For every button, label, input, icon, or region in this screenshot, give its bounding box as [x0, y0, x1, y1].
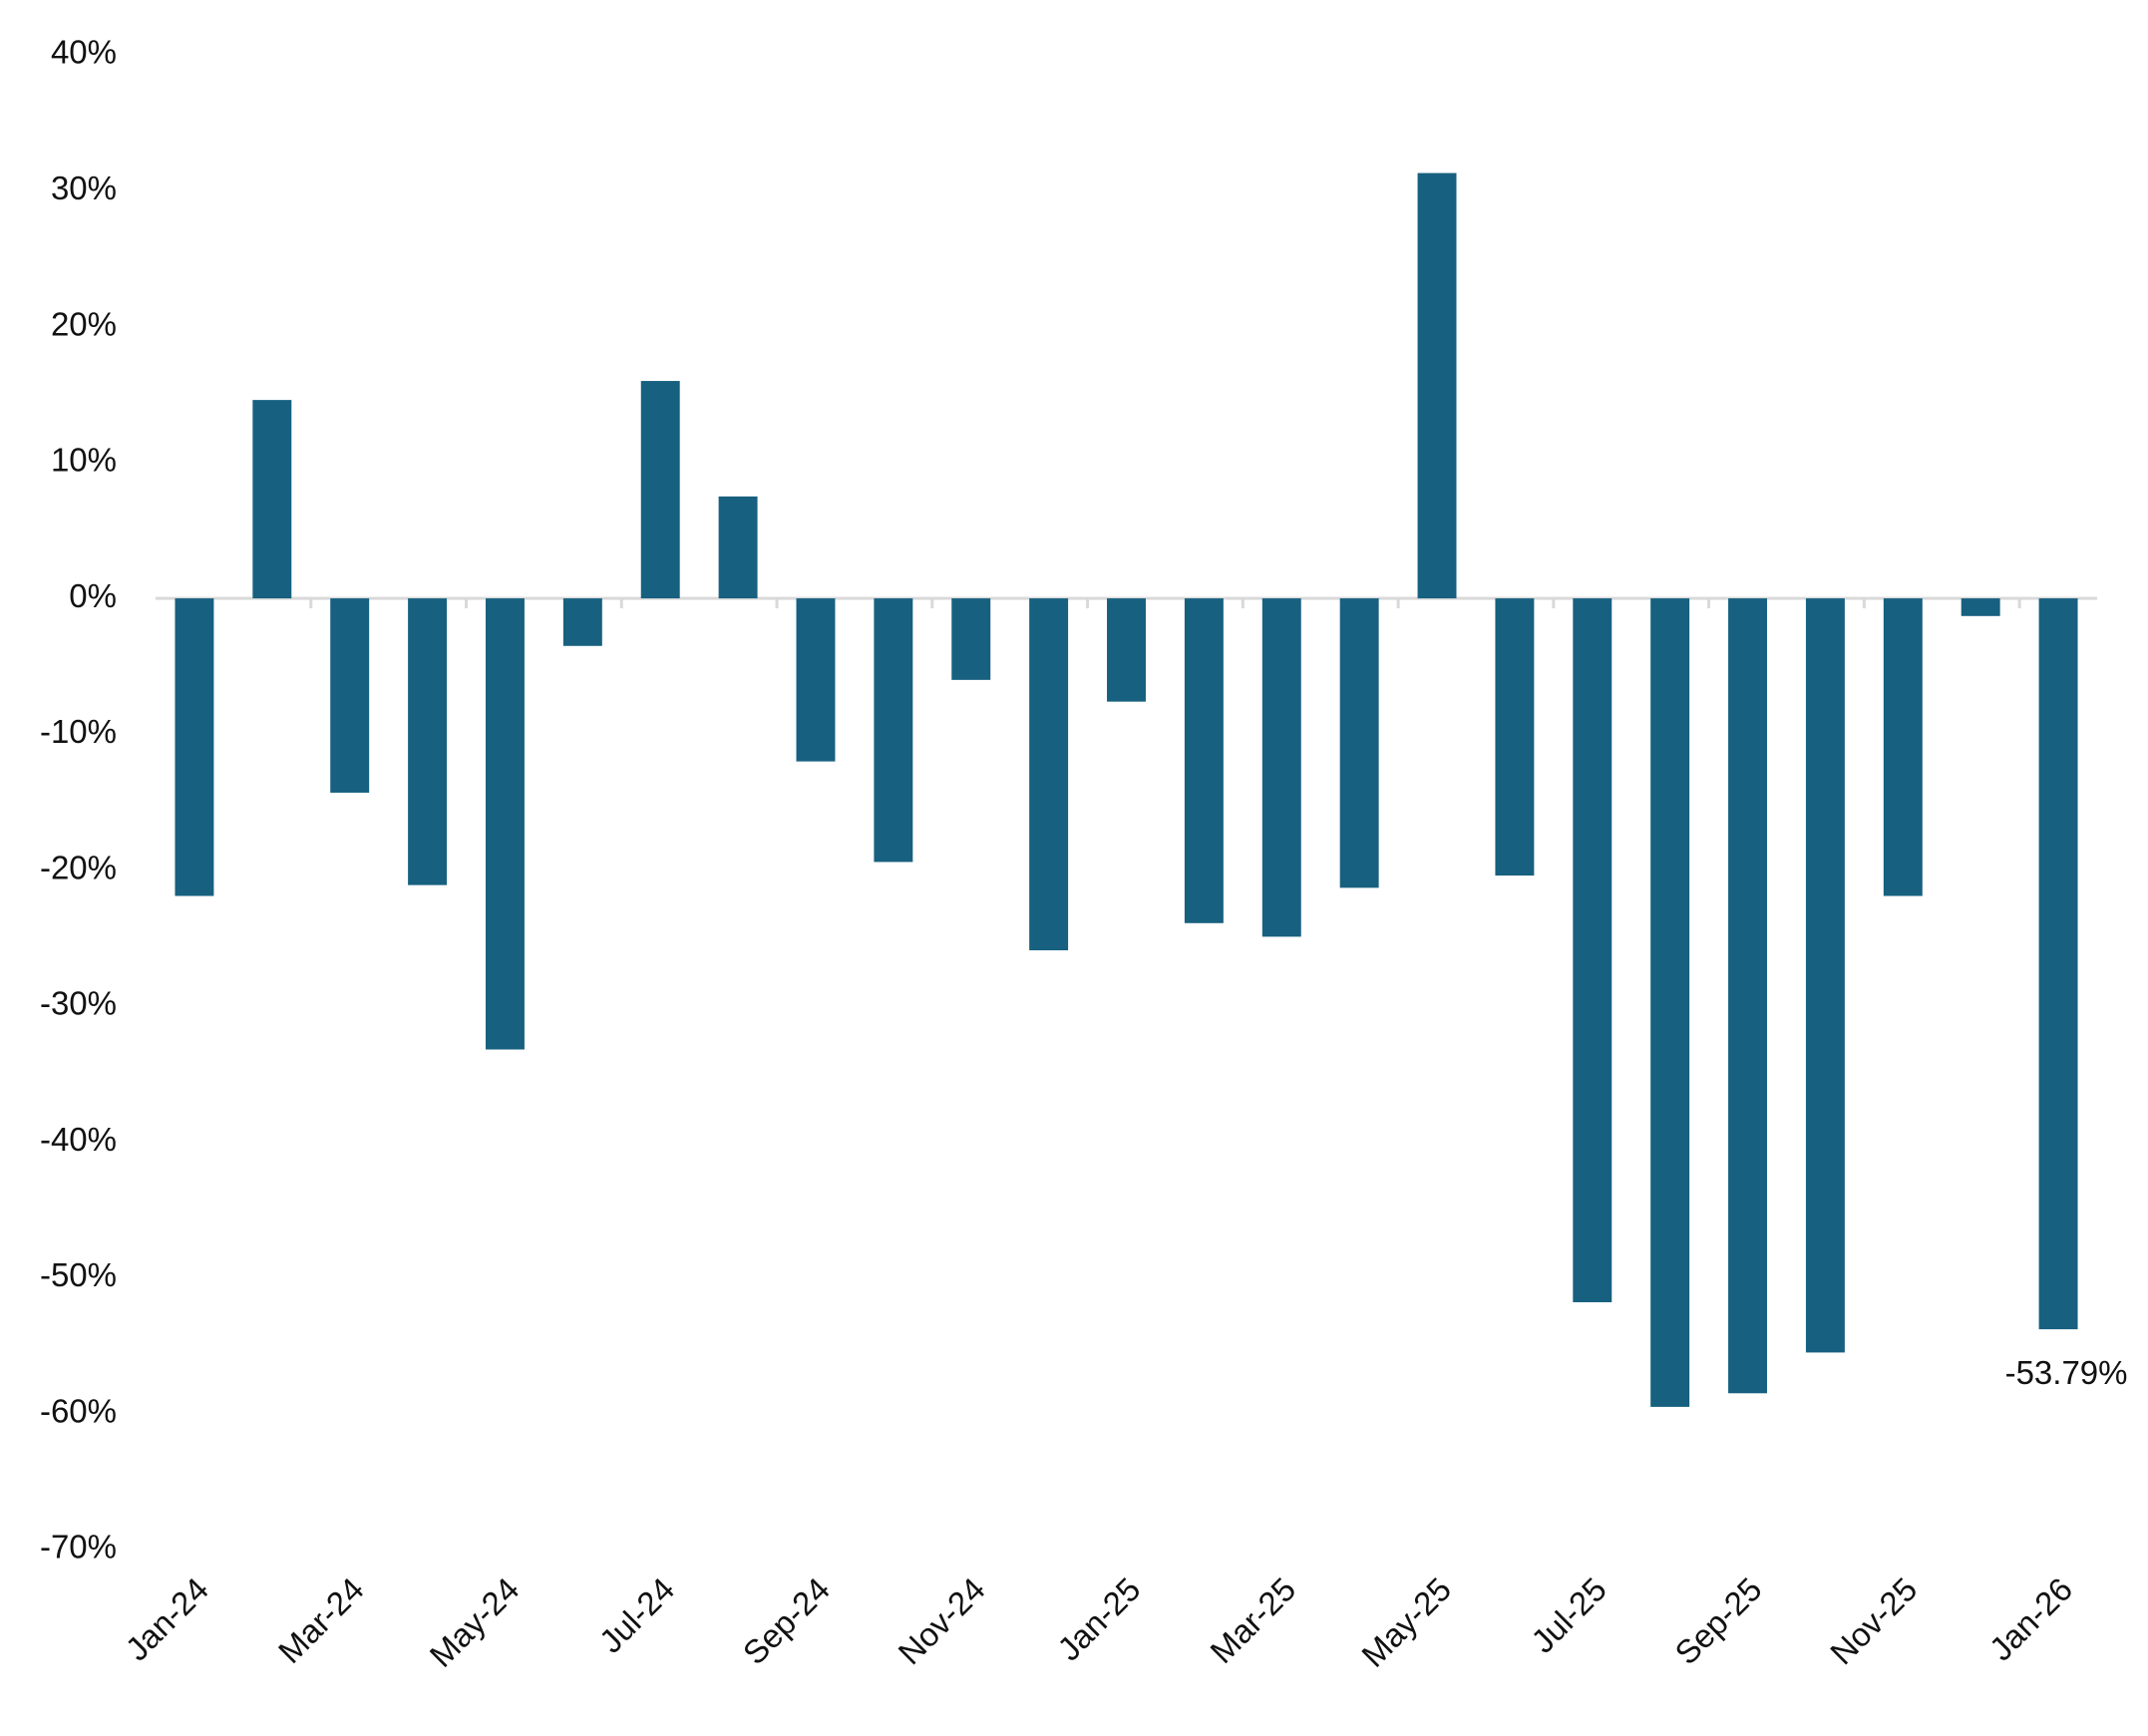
bar — [175, 598, 214, 896]
bar — [1650, 598, 1690, 1407]
bar — [1029, 598, 1069, 951]
x-tick-label: Nov-24 — [891, 1570, 991, 1671]
x-tick-label: Sep-24 — [736, 1570, 837, 1671]
y-tick-label: -70% — [40, 1529, 117, 1565]
y-tick-label: -10% — [40, 713, 117, 750]
y-tick-label: 30% — [51, 170, 117, 206]
bar — [1728, 598, 1768, 1394]
bar — [1495, 598, 1535, 876]
y-tick-label: 10% — [51, 442, 117, 479]
x-tick-label: Jan-24 — [119, 1570, 216, 1668]
bar — [408, 598, 448, 885]
bar — [1184, 598, 1224, 923]
x-tick-label: Jul-25 — [1524, 1570, 1613, 1660]
bar — [1883, 598, 1923, 896]
bar — [1961, 598, 2000, 616]
bar — [1417, 173, 1457, 599]
y-tick-label: -50% — [40, 1256, 117, 1293]
bar — [1805, 598, 1845, 1353]
y-tick-label: -40% — [40, 1121, 117, 1158]
x-tick-label: Mar-25 — [1203, 1570, 1302, 1670]
bar — [1107, 598, 1146, 702]
bar — [718, 496, 758, 599]
y-tick-label: 0% — [69, 577, 117, 614]
x-tick-label: Jan-26 — [1982, 1570, 2080, 1668]
y-tick-label: -20% — [40, 849, 117, 885]
x-tick-label: Sep-25 — [1667, 1570, 1768, 1671]
bar — [252, 400, 292, 599]
bar — [874, 598, 913, 863]
x-tick-label: May-24 — [423, 1570, 527, 1674]
bar — [330, 598, 370, 793]
bar — [796, 598, 836, 762]
x-tick-label: Jan-25 — [1050, 1570, 1148, 1668]
bar — [640, 381, 680, 599]
x-tick-label: Nov-25 — [1823, 1570, 1924, 1671]
bar — [1261, 598, 1301, 937]
bar — [1339, 598, 1379, 888]
x-tick-label: Mar-24 — [271, 1570, 371, 1670]
value-label: -53.79% — [2005, 1354, 2128, 1391]
y-tick-label: 20% — [51, 305, 117, 342]
bar — [562, 598, 602, 646]
y-tick-label: 40% — [51, 34, 117, 71]
bar — [2038, 598, 2078, 1330]
bar — [485, 598, 525, 1050]
bar — [951, 598, 991, 680]
bar — [1573, 598, 1612, 1302]
x-tick-label: May-25 — [1354, 1570, 1458, 1674]
x-tick-label: Jul-24 — [592, 1570, 682, 1660]
y-tick-label: -30% — [40, 985, 117, 1022]
y-tick-label: -60% — [40, 1392, 117, 1429]
